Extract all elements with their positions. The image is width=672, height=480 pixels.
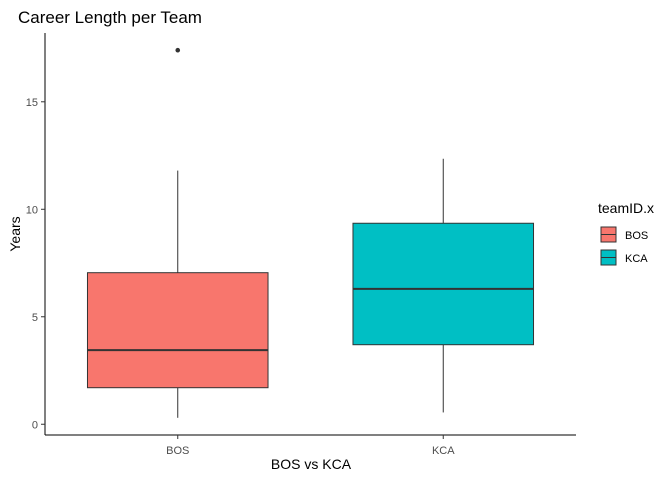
x-axis-ticks: BOS KCA bbox=[166, 435, 455, 457]
y-tick-label: 5 bbox=[32, 312, 38, 324]
box-bos bbox=[86, 47, 269, 418]
box-iqr bbox=[352, 222, 535, 346]
y-axis-title: Years bbox=[7, 216, 23, 251]
outlier-point bbox=[175, 47, 181, 53]
y-axis-ticks: 0 5 10 15 bbox=[26, 97, 45, 431]
x-axis-title: BOS vs KCA bbox=[271, 456, 352, 472]
plot-area bbox=[86, 47, 535, 418]
y-tick-label: 0 bbox=[32, 419, 38, 431]
y-tick-label: 15 bbox=[26, 97, 38, 109]
x-tick-label: KCA bbox=[432, 445, 455, 457]
box-iqr bbox=[86, 272, 269, 389]
legend-label: BOS bbox=[625, 230, 648, 242]
legend: teamID.x BOS KCA bbox=[598, 200, 654, 266]
legend-label: KCA bbox=[625, 253, 648, 265]
legend-title: teamID.x bbox=[598, 200, 654, 216]
chart-title: Career Length per Team bbox=[18, 8, 202, 27]
y-tick-label: 10 bbox=[26, 204, 38, 216]
x-tick-label: BOS bbox=[166, 445, 189, 457]
box-kca bbox=[352, 158, 535, 413]
